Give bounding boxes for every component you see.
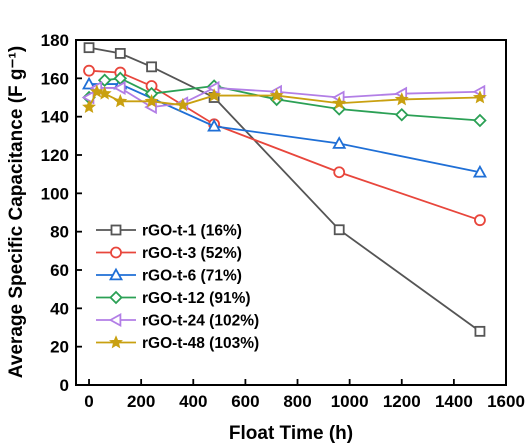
legend-marker <box>108 312 122 328</box>
legend-item: rGO-t-24 (102%) <box>96 313 259 330</box>
data-point <box>207 118 222 132</box>
data-point <box>394 92 409 106</box>
data-point <box>332 136 347 149</box>
legend-label: rGO-t-6 (71%) <box>142 268 242 285</box>
data-point <box>114 48 126 59</box>
legend-marker <box>109 290 123 305</box>
plot-frame <box>75 39 507 386</box>
data-point <box>472 90 487 104</box>
legend-item: rGO-t-48 (103%) <box>96 335 259 352</box>
data-point <box>89 84 104 98</box>
data-point <box>474 325 486 337</box>
data-point <box>333 166 346 179</box>
series-rGO-t-24 <box>81 80 486 115</box>
legend-label: rGO-t-3 (52%) <box>142 245 242 262</box>
y-tick-label: 140 <box>41 108 69 127</box>
data-point <box>112 80 126 95</box>
legend-item: rGO-t-1 (16%) <box>96 223 242 240</box>
data-point <box>333 224 345 236</box>
data-point <box>146 61 157 73</box>
x-axis-title: Float Time (h) <box>229 423 353 444</box>
data-point <box>474 214 486 227</box>
y-tick-label: 40 <box>50 299 69 318</box>
data-point <box>472 164 487 178</box>
legend-marker <box>108 267 124 281</box>
y-tick-label: 80 <box>50 223 69 242</box>
y-tick-label: 120 <box>41 146 69 165</box>
y-tick-label: 100 <box>41 184 69 203</box>
x-tick-label: 1000 <box>331 392 369 411</box>
data-point <box>394 107 409 122</box>
x-tick-label: 1600 <box>487 392 525 411</box>
data-point <box>207 88 222 102</box>
x-tick-label: 0 <box>84 392 93 411</box>
y-tick-label: 160 <box>41 69 69 88</box>
y-tick-label: 20 <box>50 338 69 357</box>
data-point <box>332 95 347 110</box>
legend-label: rGO-t-1 (16%) <box>142 223 242 240</box>
data-point <box>83 42 95 54</box>
x-tick-label: 1400 <box>435 392 473 411</box>
legend-item: rGO-t-6 (71%) <box>96 268 242 285</box>
x-tick-label: 800 <box>283 392 311 411</box>
x-tick-label: 600 <box>231 392 259 411</box>
data-point <box>473 113 487 128</box>
data-point <box>269 88 284 102</box>
data-point <box>97 86 112 100</box>
legend-label: rGO-t-48 (103%) <box>142 335 259 352</box>
y-axis-title: Average Specific Capacitance (F g⁻¹) <box>6 46 27 378</box>
y-tick-label: 0 <box>60 376 69 395</box>
legend: rGO-t-1 (16%) rGO-t-3 (52%) rGO-t-6 (71%) r… <box>96 223 259 352</box>
data-point <box>83 64 95 77</box>
legend-label: rGO-t-12 (91%) <box>142 290 251 307</box>
data-point <box>144 94 159 108</box>
y-tick-label: 60 <box>50 261 69 280</box>
y-tick-label: 180 <box>41 31 69 50</box>
data-point <box>82 76 97 90</box>
legend-item: rGO-t-3 (52%) <box>96 245 242 262</box>
data-point <box>175 97 190 112</box>
series-line <box>88 87 480 109</box>
legend-item: rGO-t-12 (91%) <box>96 290 251 307</box>
legend-marker <box>109 335 123 349</box>
x-tick-label: 400 <box>179 392 207 411</box>
legend-label: rGO-t-24 (102%) <box>142 313 259 330</box>
legend-marker <box>110 246 122 259</box>
axis-ticks: 0 200 400 600 800 1000 1200 1400 1600 0 20 40 60 80 10… <box>41 31 525 411</box>
x-tick-label: 200 <box>127 392 155 411</box>
series-rGO-t-48 <box>82 84 487 113</box>
legend-marker <box>110 224 122 236</box>
series-layer <box>81 42 487 337</box>
data-point <box>113 94 128 108</box>
data-point <box>82 99 96 113</box>
x-tick-label: 1200 <box>383 392 421 411</box>
